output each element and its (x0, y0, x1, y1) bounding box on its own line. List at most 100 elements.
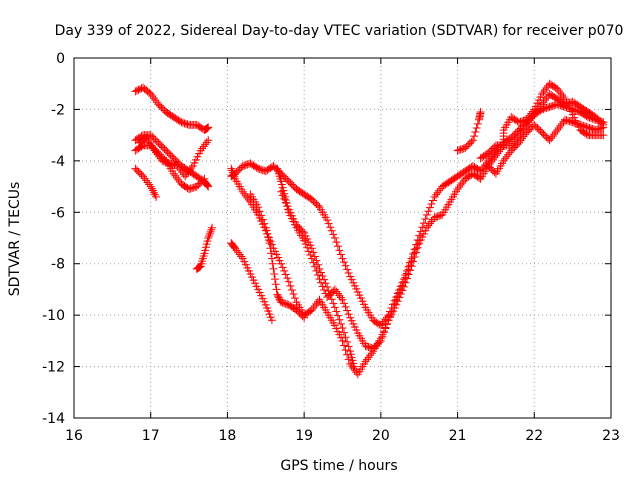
data-point (366, 351, 375, 360)
data-point (378, 332, 387, 341)
data-point (557, 91, 566, 100)
data-point (155, 152, 164, 161)
data-point (307, 306, 316, 314)
data-point (280, 266, 289, 275)
data-point (227, 164, 236, 173)
data-point (557, 119, 566, 128)
data-point (237, 252, 246, 261)
data-point (479, 163, 488, 172)
data-point (204, 234, 213, 242)
data-point (175, 164, 184, 173)
data-point (312, 299, 321, 308)
data-point (142, 176, 151, 185)
data-point (361, 357, 370, 366)
data-point (539, 87, 548, 96)
data-point (432, 190, 441, 199)
data-point (476, 108, 485, 116)
data-point (320, 275, 329, 284)
data-point (290, 294, 299, 303)
data-point (344, 268, 353, 277)
data-point (267, 249, 276, 258)
data-point (413, 240, 422, 249)
data-point (148, 92, 157, 101)
data-point (298, 312, 307, 321)
data-point (542, 83, 551, 92)
data-point (425, 219, 434, 228)
data-point (204, 136, 213, 145)
data-point (599, 131, 608, 140)
data-point (338, 324, 347, 332)
data-point (556, 121, 565, 130)
data-point (174, 175, 183, 184)
data-point (340, 258, 349, 267)
data-point (393, 292, 402, 301)
axis-ticks (73, 57, 612, 419)
data-point (266, 237, 275, 246)
x-tick-label: 20 (372, 428, 390, 444)
data-point (330, 234, 339, 242)
data-point (146, 90, 155, 98)
data-point (235, 250, 244, 259)
data-point (468, 136, 477, 145)
data-point (289, 290, 298, 299)
data-point (419, 219, 428, 228)
data-point (518, 134, 527, 143)
data-point (278, 263, 287, 272)
y-axis-label: SDTVAR / TECUs (7, 182, 23, 297)
data-point (187, 164, 196, 173)
data-point (196, 146, 205, 155)
data-point (424, 221, 433, 230)
data-point (471, 128, 480, 137)
data-point (350, 362, 359, 371)
data-point (270, 275, 279, 284)
data-point (171, 171, 180, 180)
x-tick-label: 21 (449, 428, 467, 444)
data-point (340, 299, 349, 308)
data-point (548, 132, 557, 141)
data-point (412, 244, 421, 253)
data-point (336, 293, 345, 302)
data-point (240, 189, 249, 198)
x-tick-label: 16 (65, 428, 83, 444)
data-point (287, 285, 296, 294)
x-tick-label: 18 (219, 428, 237, 444)
data-point (402, 269, 411, 278)
data-point (152, 192, 161, 201)
data-point (427, 200, 436, 209)
data-point (453, 185, 462, 194)
data-point (473, 119, 482, 128)
data-point (202, 124, 211, 133)
data-point (554, 86, 563, 95)
data-point (200, 174, 209, 183)
data-point (335, 291, 344, 300)
data-point (375, 338, 384, 347)
data-point (410, 248, 419, 257)
data-point (545, 136, 554, 145)
y-tick-label: -8 (51, 257, 65, 273)
data-point (206, 227, 215, 236)
data-point (151, 96, 160, 105)
data-point (267, 316, 276, 325)
data-point (277, 259, 286, 268)
data-point (378, 319, 387, 328)
data-point (341, 261, 350, 270)
data-point (173, 162, 182, 170)
data-point (350, 366, 359, 375)
data-point (387, 308, 396, 317)
data-point (241, 191, 250, 200)
data-point (231, 244, 240, 253)
data-point (145, 180, 154, 189)
x-axis-label: GPS time / hours (280, 458, 397, 474)
data-point (343, 306, 352, 315)
data-point (332, 307, 341, 316)
data-point (152, 148, 161, 157)
data-point (455, 183, 464, 192)
data-point (151, 190, 160, 199)
plot-border (73, 57, 612, 419)
data-point (205, 229, 214, 238)
data-point (332, 238, 341, 247)
data-point (541, 85, 550, 94)
data-point (429, 196, 438, 205)
data-point (298, 227, 307, 236)
data-point (422, 223, 431, 232)
